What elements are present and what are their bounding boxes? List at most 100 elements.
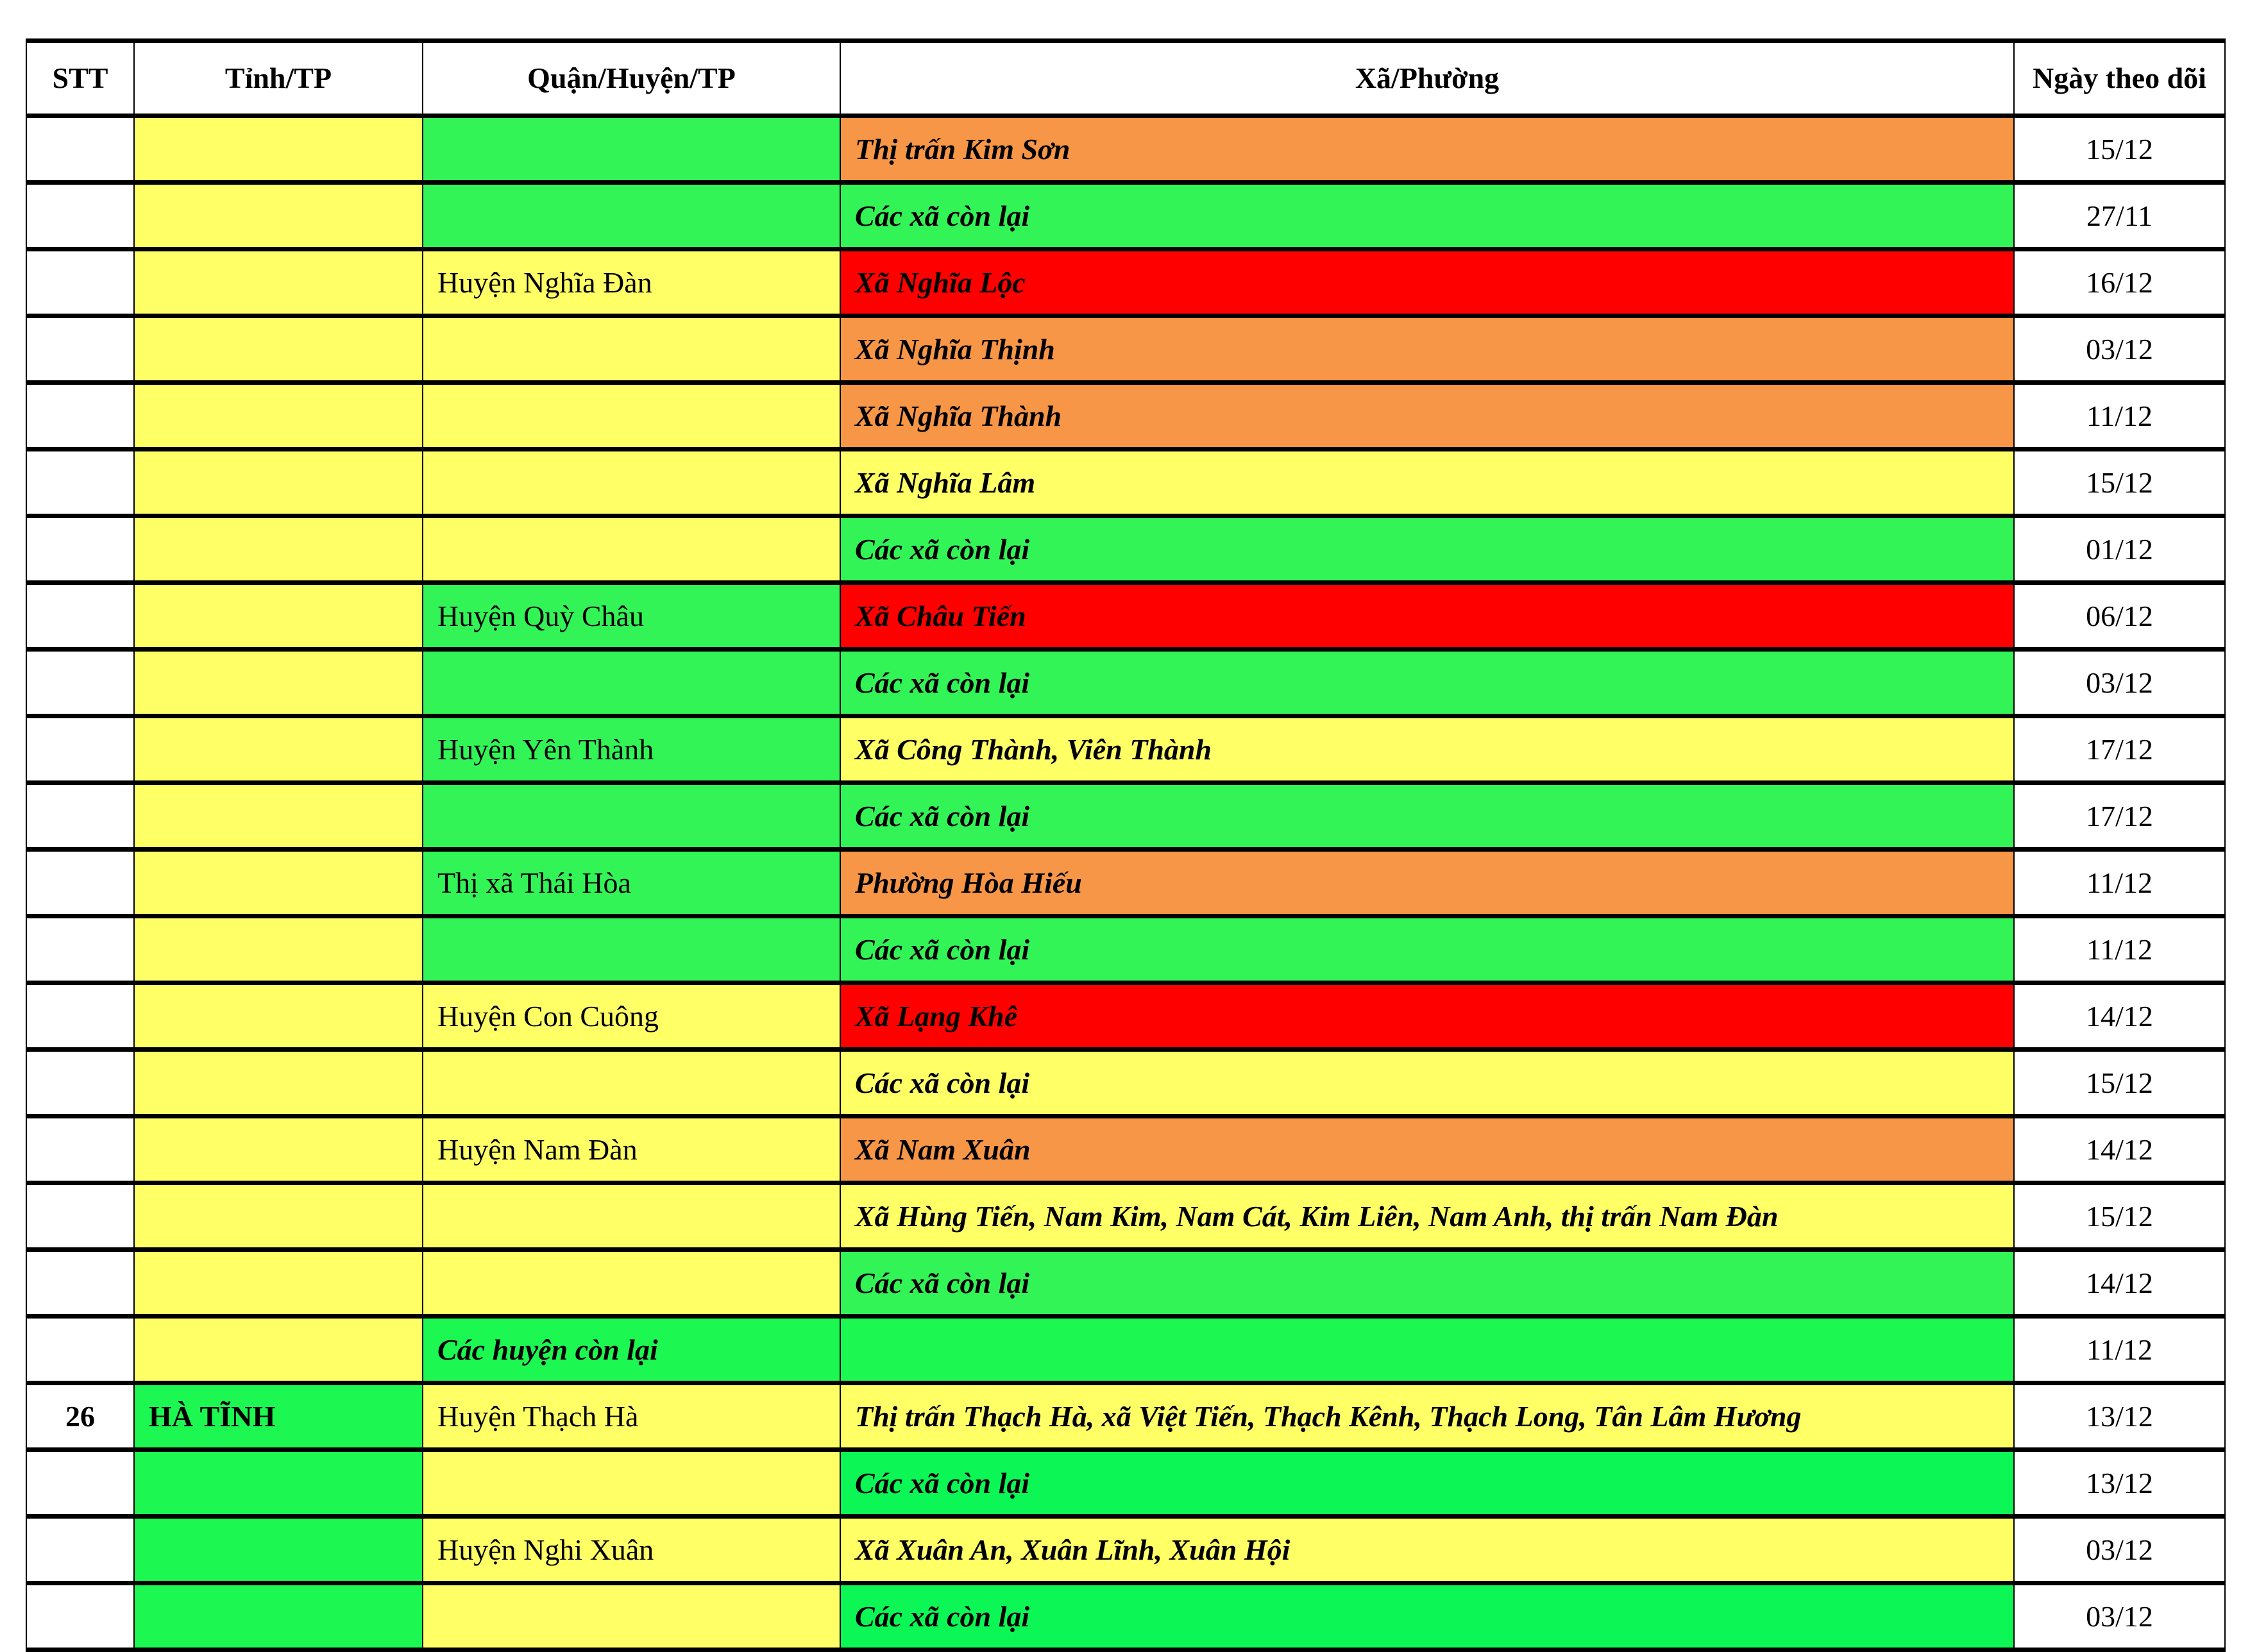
cell-district [422, 516, 841, 583]
cell-tracking-date: 11/12 [2013, 916, 2226, 983]
cell-stt [26, 516, 135, 583]
cell-province: HÀ TĨNH [133, 1383, 423, 1450]
cell-district: Thị xã Thái Hòa [422, 849, 841, 916]
cell-province [133, 582, 423, 650]
cell-stt [26, 582, 135, 650]
cell-tracking-date: 17/12 [2013, 716, 2226, 783]
cell-stt [26, 115, 135, 183]
cell-stt [26, 1049, 135, 1117]
cell-tracking-date: 27/11 [2013, 182, 2226, 249]
table-row: Thị trấn Kim Sơn 15/12 [26, 115, 2226, 183]
table-row: Xã Hùng Tiến, Nam Kim, Nam Cát, Kim Liên… [26, 1183, 2226, 1250]
cell-province [133, 1583, 423, 1650]
cell-commune: Các xã còn lại [840, 182, 2015, 249]
cell-province [133, 849, 423, 916]
cell-stt [26, 1316, 135, 1383]
cell-province [133, 382, 423, 450]
table-row: Các xã còn lại 15/12 [26, 1049, 2226, 1117]
cell-commune: Thị trấn Kim Sơn [840, 115, 2015, 183]
cell-stt [26, 849, 135, 916]
table-row: Các huyện còn lại 11/12 [26, 1316, 2226, 1383]
cell-stt [26, 1249, 135, 1317]
cell-commune: Xã Lạng Khê [840, 982, 2015, 1050]
cell-tracking-date: 17/12 [2013, 782, 2226, 850]
cell-province [133, 1316, 423, 1383]
cell-district: Huyện Nghĩa Đàn [422, 249, 841, 316]
cell-tracking-date: 03/12 [2013, 1583, 2226, 1650]
cell-stt [26, 982, 135, 1050]
cell-tracking-date: 15/12 [2013, 1049, 2226, 1117]
table-row: Các xã còn lại 13/12 [26, 1449, 2226, 1517]
cell-district: Huyện Thạch Hà [422, 1383, 841, 1450]
cell-commune: Các xã còn lại [840, 916, 2015, 983]
header-tracking-date: Ngày theo dõi [2013, 40, 2226, 116]
cell-district [422, 316, 841, 383]
cell-province [133, 1183, 423, 1250]
header-province: Tỉnh/TP [133, 40, 423, 116]
cell-district [422, 649, 841, 716]
cell-commune: Xã Nam Xuân [840, 1116, 2015, 1183]
cell-province [133, 782, 423, 850]
cell-commune: Xã Công Thành, Viên Thành [840, 716, 2015, 783]
cell-commune: Xã Hùng Tiến, Nam Kim, Nam Cát, Kim Liên… [840, 1183, 2015, 1250]
cell-commune: Các xã còn lại [840, 1583, 2015, 1650]
table-body: Thị trấn Kim Sơn 15/12 Các xã còn lại 27/11… [26, 115, 2226, 1650]
cell-stt [26, 449, 135, 516]
cell-district [422, 115, 841, 183]
table-row: Các xã còn lại 27/11 [26, 182, 2226, 249]
cell-commune: Xã Nghĩa Thịnh [840, 316, 2015, 383]
cell-stt [26, 1449, 135, 1517]
cell-commune: Thị trấn Thạch Hà, xã Việt Tiến, Thạch K… [840, 1383, 2015, 1450]
cell-tracking-date: 15/12 [2013, 1183, 2226, 1250]
table-row: Các xã còn lại 11/12 [26, 916, 2226, 983]
cell-province [133, 182, 423, 249]
cell-tracking-date: 14/12 [2013, 982, 2226, 1050]
cell-tracking-date: 14/12 [2013, 1249, 2226, 1317]
cell-tracking-date: 15/12 [2013, 449, 2226, 516]
cell-tracking-date: 11/12 [2013, 382, 2226, 450]
cell-commune: Các xã còn lại [840, 1449, 2015, 1517]
cell-commune: Các xã còn lại [840, 649, 2015, 716]
cell-district: Huyện Nghi Xuân [422, 1516, 841, 1583]
cell-district [422, 182, 841, 249]
table-row: Các xã còn lại 01/12 [26, 516, 2226, 583]
cell-district [422, 1049, 841, 1117]
cell-stt [26, 382, 135, 450]
cell-tracking-date: 11/12 [2013, 849, 2226, 916]
cell-commune: Các xã còn lại [840, 516, 2015, 583]
cell-province [133, 649, 423, 716]
cell-tracking-date: 01/12 [2013, 516, 2226, 583]
cell-province [133, 1049, 423, 1117]
cell-province [133, 1116, 423, 1183]
cell-province [133, 716, 423, 783]
table-row: Huyện Nghĩa Đàn Xã Nghĩa Lộc 16/12 [26, 249, 2226, 316]
cell-commune: Các xã còn lại [840, 782, 2015, 850]
table-row: Huyện Con Cuông Xã Lạng Khê 14/12 [26, 982, 2226, 1050]
cell-district [422, 782, 841, 850]
cell-commune: Các xã còn lại [840, 1249, 2015, 1317]
cell-district [422, 1183, 841, 1250]
cell-stt [26, 716, 135, 783]
table-row: Huyện Yên Thành Xã Công Thành, Viên Thành… [26, 716, 2226, 783]
cell-tracking-date: 03/12 [2013, 649, 2226, 716]
cell-stt [26, 182, 135, 249]
header-stt: STT [26, 40, 135, 116]
table-row: Các xã còn lại 14/12 [26, 1249, 2226, 1317]
cell-tracking-date: 16/12 [2013, 249, 2226, 316]
cell-commune: Xã Nghĩa Lộc [840, 249, 2015, 316]
cell-province [133, 916, 423, 983]
table-row: 26 HÀ TĨNH Huyện Thạch Hà Thị trấn Thạch Hà… [26, 1383, 2226, 1450]
cell-tracking-date: 15/12 [2013, 115, 2226, 183]
cell-district [422, 382, 841, 450]
table-row: Các xã còn lại 03/12 [26, 1583, 2226, 1650]
cell-stt [26, 916, 135, 983]
table-row: Xã Nghĩa Thành 11/12 [26, 382, 2226, 450]
cell-commune: Xã Châu Tiến [840, 582, 2015, 650]
cell-district: Huyện Nam Đàn [422, 1116, 841, 1183]
cell-stt [26, 316, 135, 383]
cell-commune: Các xã còn lại [840, 1049, 2015, 1117]
cell-stt [26, 649, 135, 716]
cell-province [133, 1449, 423, 1517]
cell-district: Huyện Quỳ Châu [422, 582, 841, 650]
table-row: Các xã còn lại 17/12 [26, 782, 2226, 850]
